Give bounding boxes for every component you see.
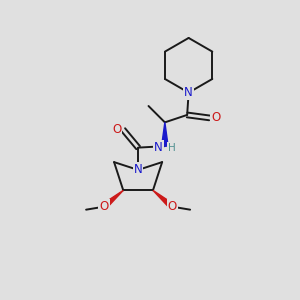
Text: N: N xyxy=(154,141,163,154)
Polygon shape xyxy=(162,122,168,146)
Text: N: N xyxy=(134,164,142,176)
Text: O: O xyxy=(99,200,109,213)
Polygon shape xyxy=(102,190,123,209)
Text: O: O xyxy=(112,123,121,136)
Text: N: N xyxy=(184,86,193,99)
Text: H: H xyxy=(167,142,175,153)
Polygon shape xyxy=(153,190,174,209)
Text: O: O xyxy=(212,111,220,124)
Text: O: O xyxy=(168,200,177,213)
